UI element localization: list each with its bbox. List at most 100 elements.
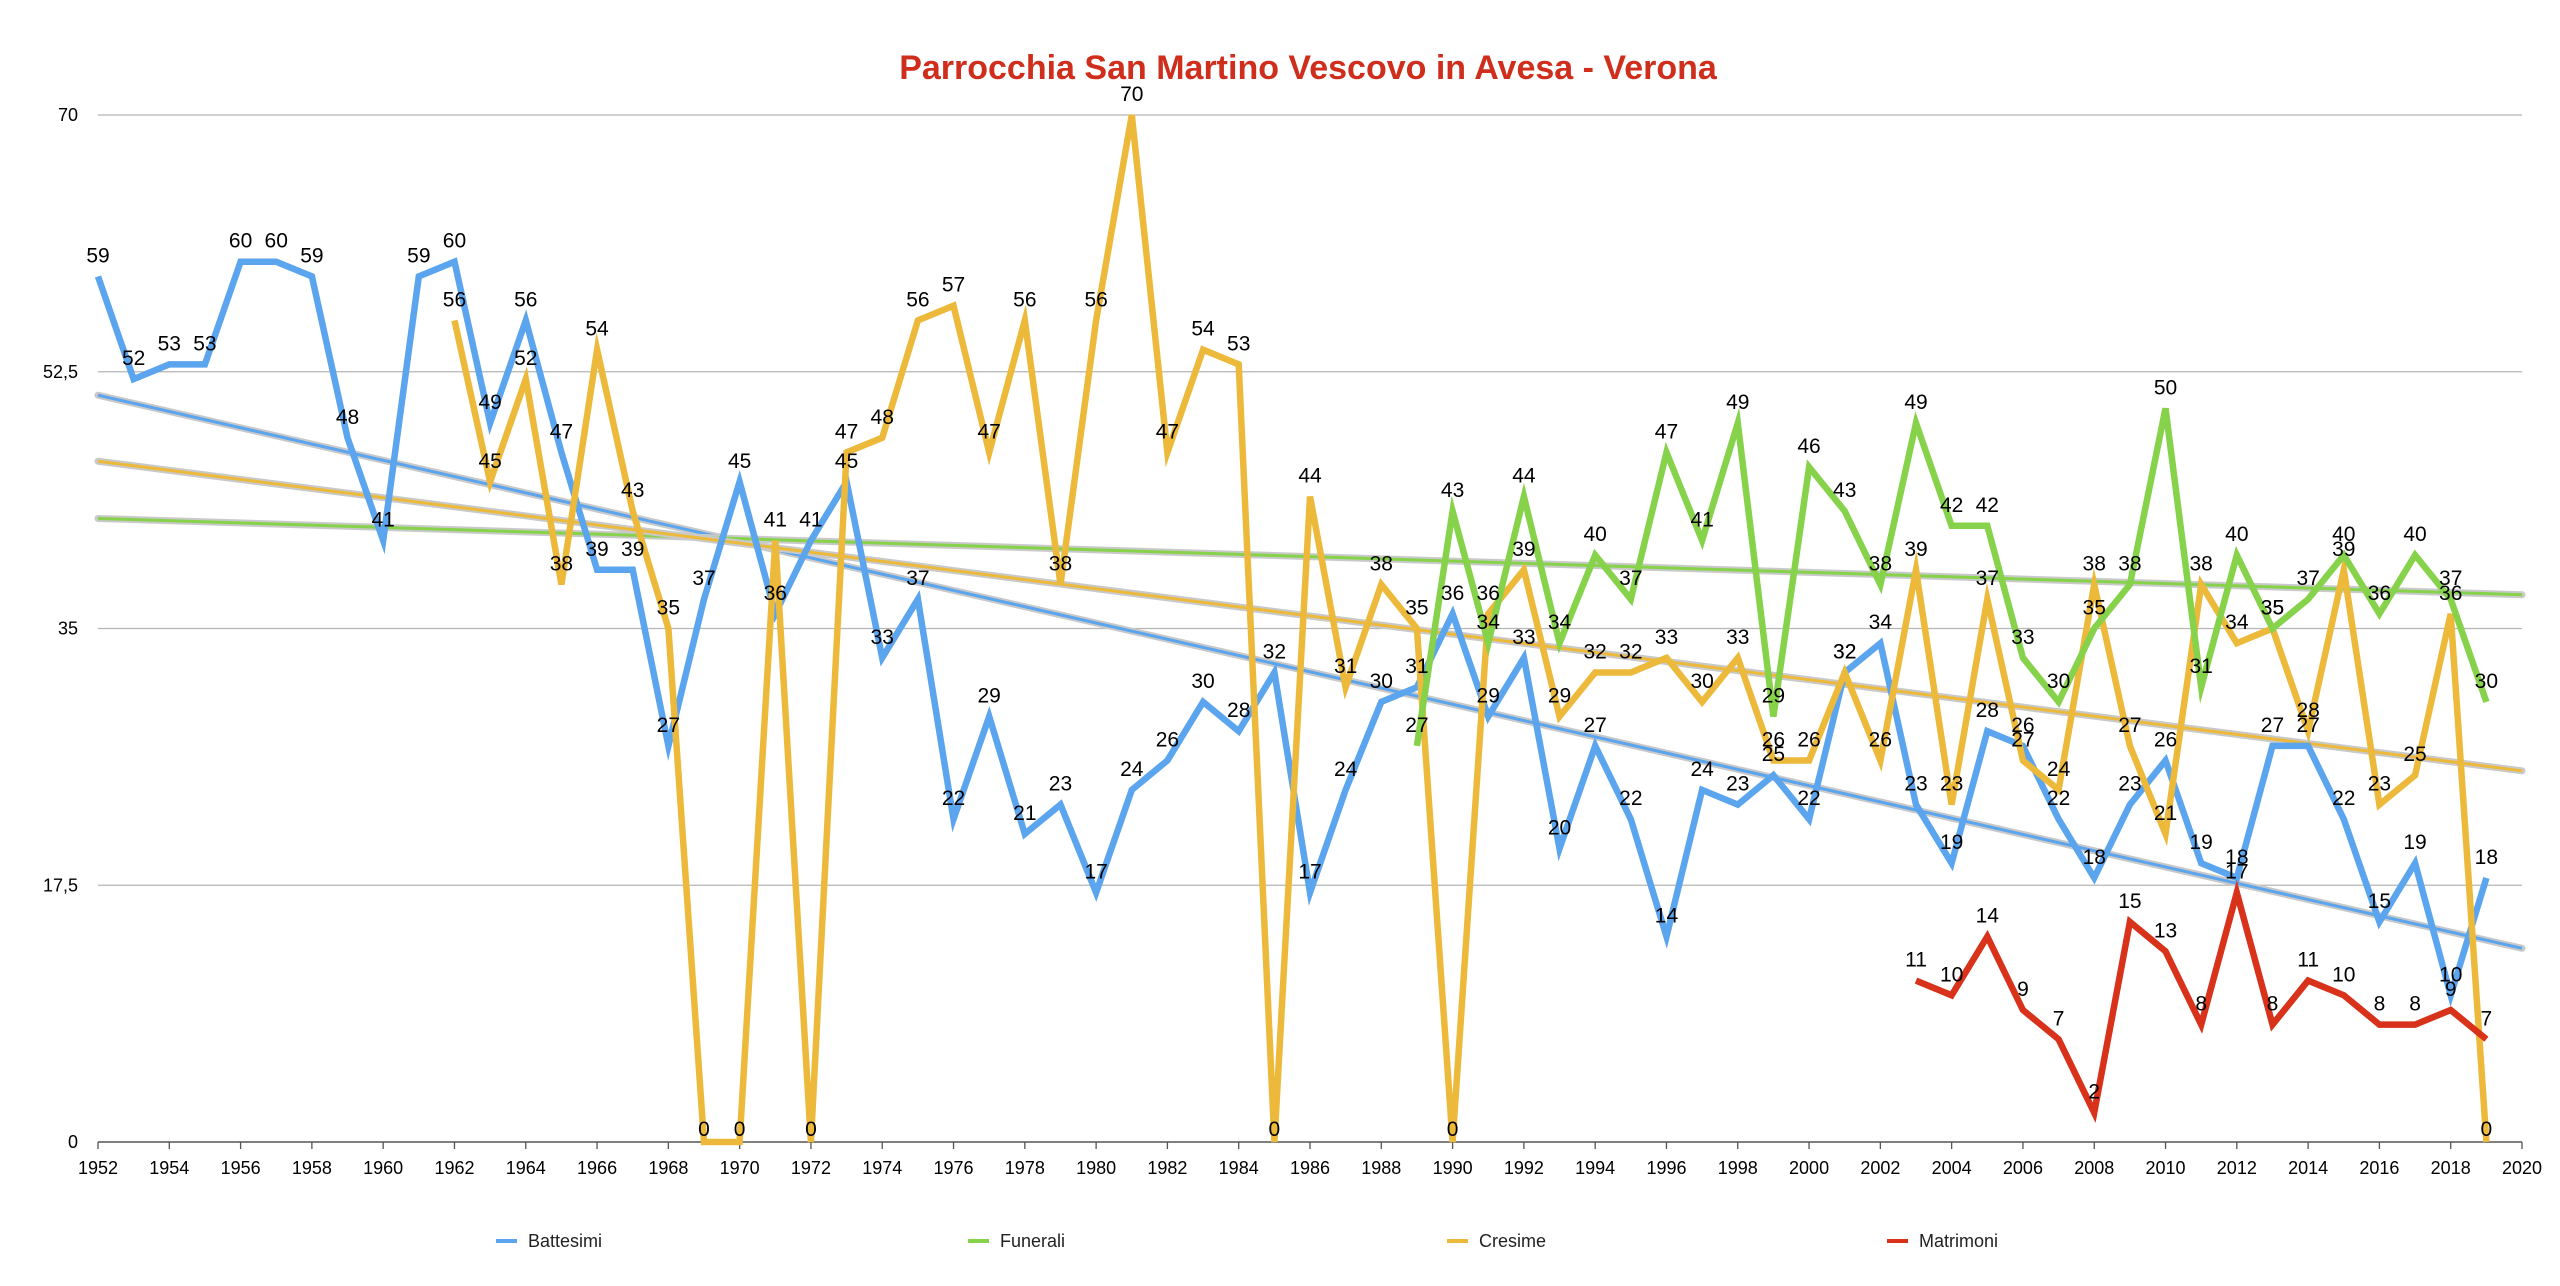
data-label: 33 — [871, 626, 894, 649]
data-label: 37 — [1976, 567, 1999, 590]
data-label: 47 — [550, 420, 573, 443]
legend-item: Funerali — [968, 1231, 1065, 1251]
data-label: 48 — [336, 406, 359, 429]
data-label: 37 — [692, 567, 715, 590]
x-tick-label: 1980 — [1076, 1158, 1116, 1178]
legend-item: Battesimi — [496, 1231, 602, 1251]
trend-lines — [94, 391, 2526, 952]
data-label: 32 — [1619, 641, 1642, 664]
data-label: 0 — [1447, 1118, 1459, 1141]
data-label: 53 — [1227, 332, 1250, 355]
x-tick-label: 2002 — [1860, 1158, 1900, 1178]
data-label: 21 — [2154, 802, 2177, 825]
x-tick-label: 1984 — [1219, 1158, 1259, 1178]
legend-item: Cresime — [1447, 1231, 1546, 1251]
x-tick-label: 1976 — [934, 1158, 974, 1178]
data-label: 22 — [2332, 787, 2355, 810]
data-label: 39 — [2332, 538, 2355, 561]
data-label: 45 — [835, 450, 858, 473]
x-tick-label: 2004 — [1932, 1158, 1972, 1178]
data-label: 40 — [1583, 523, 1606, 546]
y-tick-label: 17,5 — [43, 875, 78, 895]
data-label: 14 — [1976, 905, 2000, 928]
data-label: 24 — [2047, 758, 2071, 781]
x-tick-label: 1974 — [862, 1158, 902, 1178]
data-label: 30 — [2047, 670, 2070, 693]
x-tick-label: 1982 — [1147, 1158, 1187, 1178]
legend-item: Matrimoni — [1887, 1231, 1998, 1251]
data-label: 42 — [1976, 494, 1999, 517]
data-label: 19 — [1940, 831, 1963, 854]
data-label: 29 — [977, 685, 1000, 708]
data-label: 18 — [2083, 846, 2106, 869]
data-label: 26 — [2011, 714, 2034, 737]
chart-title: Parrocchia San Martino Vescovo in Avesa … — [899, 49, 1718, 87]
data-label: 24 — [1120, 758, 1144, 781]
data-label: 38 — [1049, 552, 1072, 575]
data-label: 26 — [1762, 729, 1785, 752]
data-label: 49 — [1904, 391, 1927, 414]
x-tick-label: 1996 — [1646, 1158, 1686, 1178]
data-label: 2 — [2088, 1081, 2100, 1104]
series-lines — [94, 114, 2490, 1146]
data-label: 17 — [1298, 861, 1321, 884]
data-label: 38 — [1370, 552, 1393, 575]
data-label: 10 — [1940, 963, 1963, 986]
data-label: 25 — [2403, 743, 2426, 766]
x-tick-label: 1962 — [434, 1158, 474, 1178]
data-label: 31 — [1405, 655, 1428, 678]
data-label: 53 — [158, 332, 181, 355]
x-tick-label: 1988 — [1361, 1158, 1401, 1178]
data-label: 59 — [407, 244, 430, 267]
data-label: 56 — [1084, 288, 1107, 311]
data-label: 36 — [1441, 582, 1464, 605]
x-tick-label: 1990 — [1433, 1158, 1473, 1178]
data-label: 8 — [2409, 993, 2421, 1016]
data-label: 70 — [1120, 83, 1143, 106]
x-tick-label: 1954 — [149, 1158, 189, 1178]
x-tick-label: 1966 — [577, 1158, 617, 1178]
data-label: 56 — [906, 288, 929, 311]
data-label: 23 — [1726, 773, 1749, 796]
data-label: 43 — [1833, 479, 1856, 502]
data-label: 26 — [2154, 729, 2177, 752]
data-label: 40 — [2225, 523, 2248, 546]
data-label: 13 — [2154, 919, 2177, 942]
trend-line — [97, 516, 2523, 597]
data-label: 45 — [728, 450, 751, 473]
x-tick-label: 2012 — [2217, 1158, 2257, 1178]
x-tick-label: 1994 — [1575, 1158, 1615, 1178]
data-label: 60 — [265, 230, 288, 253]
y-tick-label: 70 — [58, 105, 78, 125]
x-tick-label: 2018 — [2431, 1158, 2471, 1178]
data-label: 50 — [2154, 376, 2177, 399]
x-tick-label: 1986 — [1290, 1158, 1330, 1178]
data-label: 38 — [2189, 552, 2212, 575]
data-label: 17 — [2225, 861, 2248, 884]
data-label: 30 — [2475, 670, 2498, 693]
data-label: 27 — [2011, 729, 2034, 752]
data-label: 24 — [1334, 758, 1358, 781]
data-label: 45 — [478, 450, 501, 473]
data-label: 47 — [977, 420, 1000, 443]
data-label: 34 — [1477, 611, 1501, 634]
data-label: 32 — [1263, 641, 1286, 664]
data-label: 33 — [1726, 626, 1749, 649]
data-label: 26 — [1869, 729, 1892, 752]
x-tick-label: 1992 — [1504, 1158, 1544, 1178]
legend-label: Cresime — [1479, 1231, 1546, 1251]
data-label: 15 — [2118, 890, 2141, 913]
data-label: 23 — [2368, 773, 2391, 796]
data-label: 18 — [2225, 846, 2248, 869]
legend-label: Matrimoni — [1919, 1231, 1998, 1251]
data-label: 34 — [2225, 611, 2249, 634]
trend-line — [97, 459, 2523, 773]
data-label: 19 — [2189, 831, 2212, 854]
data-label: 27 — [1583, 714, 1606, 737]
legend-label: Battesimi — [528, 1231, 602, 1251]
data-label: 27 — [2296, 714, 2319, 737]
data-label: 30 — [1370, 670, 1393, 693]
